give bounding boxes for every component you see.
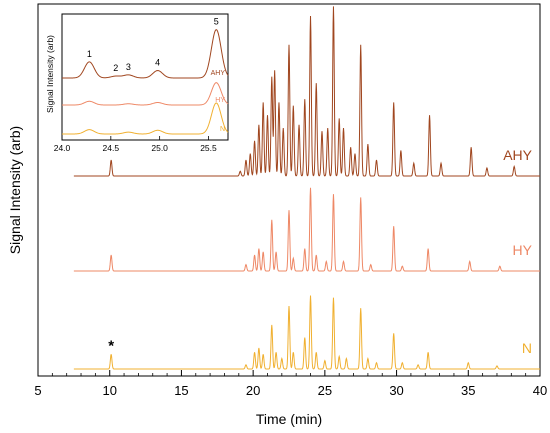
peak-annotation-star: * <box>108 337 114 354</box>
series-line-ahy <box>73 6 540 177</box>
inset-series-label-hy: HY <box>215 97 225 104</box>
inset-x-tick-label: 24.0 <box>54 143 71 153</box>
inset-series-line-n <box>62 102 229 135</box>
x-tick-label-30: 30 <box>389 383 403 398</box>
inset-peak-labels: 12 3 45 <box>87 17 219 73</box>
x-axis-label: Time (min) <box>256 411 322 427</box>
x-axis: 5 10 15 20 25 30 35 40 <box>34 370 547 398</box>
inset-series-label-ahy: AHY <box>211 70 226 77</box>
series-label-n: N <box>522 340 532 356</box>
series-labels: AHY HY N <box>503 147 532 356</box>
series-line-hy <box>73 187 540 272</box>
inset-x-axis: 24.0 24.5 25.0 25.5 <box>54 136 217 153</box>
x-tick-label-15: 15 <box>174 383 188 398</box>
series-label-ahy: AHY <box>503 147 532 163</box>
inset-series-line-hy <box>62 82 229 106</box>
inset-traces <box>62 29 229 135</box>
inset-peak-label-4: 4 <box>155 58 160 68</box>
x-tick-label-10: 10 <box>102 383 116 398</box>
inset-peak-label-5: 5 <box>214 17 219 27</box>
inset-peak-label-1: 1 <box>87 49 92 59</box>
x-tick-label-40: 40 <box>533 383 547 398</box>
series-label-hy: HY <box>513 242 533 258</box>
inset-series-label-n: N <box>220 126 225 133</box>
x-tick-label-35: 35 <box>461 383 475 398</box>
inset-x-tick-label: 25.5 <box>200 143 217 153</box>
x-tick-label-20: 20 <box>246 383 260 398</box>
inset-series-labels: AHY HY N <box>211 70 226 133</box>
x-tick-label-25: 25 <box>318 383 332 398</box>
inset-x-tick-label: 24.5 <box>103 143 120 153</box>
main-traces <box>73 6 540 370</box>
inset-frame <box>61 13 229 141</box>
plot-frame <box>37 3 541 377</box>
y-axis-label: Signal Intensity (arb) <box>7 126 23 254</box>
inset-peak-label-2: 2 <box>113 63 118 73</box>
x-tick-label-5: 5 <box>34 383 41 398</box>
inset-peak-label-3: 3 <box>126 62 131 72</box>
inset-x-tick-label: 25.0 <box>151 143 168 153</box>
inset-series-line-ahy <box>62 29 229 79</box>
series-line-n <box>73 295 540 370</box>
inset-y-axis-label: Signal Intensity (arb) <box>45 35 55 113</box>
